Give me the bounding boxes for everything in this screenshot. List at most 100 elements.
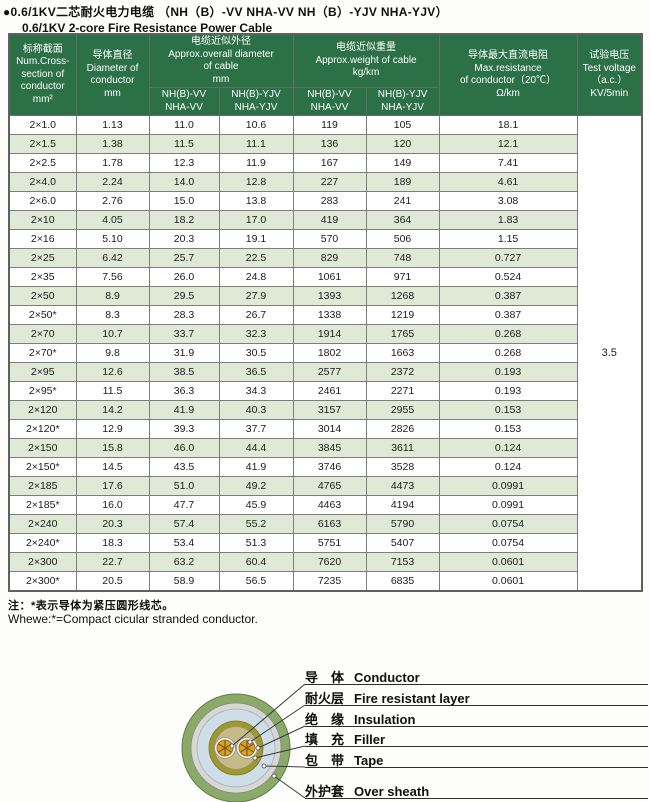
table-cell: 506: [365, 229, 440, 249]
table-cell: 1663: [365, 343, 440, 363]
table-cell: 4765: [292, 476, 367, 496]
table-row: 2×16 5.10 20.3 19.1 570 506 1.15: [8, 229, 642, 249]
table-row: 2×150 15.8 46.0 44.4 3845 3611 0.124: [8, 438, 642, 458]
table-cell: 1393: [292, 286, 367, 306]
table-row: 2×70* 9.8 31.9 30.5 1802 1663 0.268: [8, 343, 642, 363]
table-row: 2×70 10.7 33.7 32.3 1914 1765 0.268: [8, 324, 642, 344]
diagram-label-en: Tape: [354, 753, 384, 768]
table-row: 2×300 22.7 63.2 60.4 7620 7153 0.0601: [8, 552, 642, 572]
subheader-weight-yjv: NH(B)-YJV NHA-YJV: [365, 87, 440, 116]
header-max-resistance: 导体最大直流电阻 Max.resistance of conductor（20℃…: [438, 33, 578, 116]
table-cell: 18.3: [75, 533, 150, 553]
table-cell: 45.9: [218, 495, 294, 515]
table-cell: 4194: [365, 495, 440, 515]
table-cell: 1.83: [438, 210, 578, 230]
table-cell: 2×95*: [8, 381, 77, 401]
table-cell: 16.0: [75, 495, 150, 515]
table-cell: 43.5: [148, 457, 220, 477]
table-cell: 0.124: [438, 438, 578, 458]
table-cell: 2×95: [8, 362, 77, 382]
table-cell: 4473: [365, 476, 440, 496]
table-cell: 41.9: [218, 457, 294, 477]
table-cell: 4.05: [75, 210, 150, 230]
table-cell: 3528: [365, 457, 440, 477]
table-cell: 8.9: [75, 286, 150, 306]
table-cell: 3157: [292, 400, 367, 420]
table-cell: 0.153: [438, 419, 578, 439]
table-cell: 7.56: [75, 267, 150, 287]
table-cell: 1268: [365, 286, 440, 306]
table-cell: 15.8: [75, 438, 150, 458]
table-cell: 2×25: [8, 248, 77, 268]
page-title-block: ●0.6/1KV二芯耐火电力电缆 （NH（B）-VV NHA-VV NH（B）-…: [3, 3, 448, 35]
table-cell: 0.153: [438, 400, 578, 420]
table-cell: 0.268: [438, 324, 578, 344]
subheader-diameter-yjv: NH(B)-YJV NHA-YJV: [218, 87, 294, 116]
table-cell: 1.13: [75, 115, 150, 135]
table-cell: 51.0: [148, 476, 220, 496]
table-cell: 2×120: [8, 400, 77, 420]
table-cell: 12.1: [438, 134, 578, 154]
table-row: 2×120 14.2 41.9 40.3 3157 2955 0.153: [8, 400, 642, 420]
table-cell: 5407: [365, 533, 440, 553]
table-cell: 56.5: [218, 571, 294, 592]
table-cell: 1802: [292, 343, 367, 363]
table-cell: 14.5: [75, 457, 150, 477]
table-cell: 3746: [292, 457, 367, 477]
table-cell: 1.38: [75, 134, 150, 154]
table-cell: 9.8: [75, 343, 150, 363]
table-cell: 971: [365, 267, 440, 287]
table-cell: 1338: [292, 305, 367, 325]
table-cell: 2461: [292, 381, 367, 401]
header-test-voltage: 试验电压 Test voltage （a.c.） KV/5min: [576, 33, 643, 116]
table-cell: 26.0: [148, 267, 220, 287]
table-cell: 2×150*: [8, 457, 77, 477]
diagram-label-row: 包 带 Tape: [305, 750, 648, 768]
table-cell: 2×185: [8, 476, 77, 496]
table-cell: 2×16: [8, 229, 77, 249]
table-cell: 0.193: [438, 381, 578, 401]
table-cell: 28.3: [148, 305, 220, 325]
table-cell: 3845: [292, 438, 367, 458]
table-cell: 2×50: [8, 286, 77, 306]
table-cell: 6163: [292, 514, 367, 534]
table-cell: 0.524: [438, 267, 578, 287]
subheader-diameter-vv: NH(B)-VV NHA-VV: [148, 87, 220, 116]
table-row: 2×185 17.6 51.0 49.2 4765 4473 0.0991: [8, 476, 642, 496]
table-cell: 1.78: [75, 153, 150, 173]
table-cell: 37.7: [218, 419, 294, 439]
table-cell: 20.5: [75, 571, 150, 592]
table-cell: 189: [365, 172, 440, 192]
table-cell: 3.08: [438, 191, 578, 211]
table-cell: 22.7: [75, 552, 150, 572]
table-cell: 30.5: [218, 343, 294, 363]
table-cell: 0.0754: [438, 514, 578, 534]
table-cell: 570: [292, 229, 367, 249]
table-cell: 47.7: [148, 495, 220, 515]
table-cell: 11.5: [148, 134, 220, 154]
table-cell: 0.0991: [438, 495, 578, 515]
page-title-zh: ●0.6/1KV二芯耐火电力电缆 （NH（B）-VV NHA-VV NH（B）-…: [3, 5, 448, 19]
table-cell: 2×300: [8, 552, 77, 572]
table-cell: 2×185*: [8, 495, 77, 515]
table-cell: 27.9: [218, 286, 294, 306]
table-cell: 1.15: [438, 229, 578, 249]
diagram-label-row: 外护套 Over sheath: [305, 781, 648, 799]
diagram-label-zh: 绝 缘: [305, 712, 345, 727]
table-cell: 0.387: [438, 286, 578, 306]
table-cell: 29.5: [148, 286, 220, 306]
table-cell: 14.0: [148, 172, 220, 192]
note-zh: 注：*表示导体为紧压圆形线芯。: [8, 600, 174, 612]
diagram-label-en: Filler: [354, 732, 386, 747]
table-cell: 2372: [365, 362, 440, 382]
header-row-main: 标称截面 Num.Cross- section of conductor mm²…: [8, 33, 643, 116]
header-row-sub: NH(B)-VV NHA-VV NH(B)-YJV NHA-YJV NH(B)-…: [9, 87, 642, 116]
table-cell: 2×10: [8, 210, 77, 230]
table-cell: 2×150: [8, 438, 77, 458]
table-cell: 120: [365, 134, 440, 154]
table-cell: 2955: [365, 400, 440, 420]
table-cell: 5.10: [75, 229, 150, 249]
table-row: 2×50* 8.3 28.3 26.7 1338 1219 0.387: [8, 305, 642, 325]
subheader-weight-vv: NH(B)-VV NHA-VV: [292, 87, 367, 116]
table-row: 2×300* 20.5 58.9 56.5 7235 6835 0.0601: [8, 571, 642, 592]
